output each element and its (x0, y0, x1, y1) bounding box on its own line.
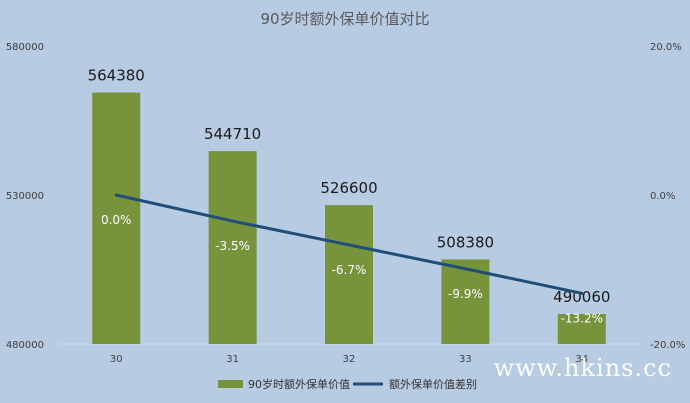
right-axis-tick-label: 20.0% (650, 42, 682, 53)
x-axis: 30 31 32 33 34 (110, 354, 588, 365)
chart-title: 90岁时额外保单价值对比 (260, 10, 429, 28)
x-axis-tick-label: 31 (226, 354, 239, 365)
line-data-label: -6.7% (332, 263, 367, 277)
bar (92, 92, 141, 344)
bar (208, 151, 257, 344)
line-data-label: -3.5% (215, 239, 250, 253)
x-axis-tick-label: 33 (459, 354, 472, 365)
x-axis-tick-label: 34 (575, 354, 588, 365)
x-axis-tick-label: 32 (343, 354, 356, 365)
line-data-label: -9.9% (448, 287, 483, 301)
left-axis: 480000 530000 580000 (6, 42, 44, 351)
line-point (231, 219, 235, 223)
bar-data-label: 508380 (437, 233, 494, 251)
line-series: 0.0% -3.5% -6.7% -9.9% -13.2% (101, 193, 603, 325)
watermark: www.hkins.cc (494, 354, 672, 382)
left-axis-tick-label: 530000 (6, 191, 44, 202)
line-data-label: 0.0% (101, 213, 132, 227)
bar (325, 205, 373, 344)
bar (557, 314, 606, 344)
legend-label: 90岁时额外保单价值 (248, 377, 350, 391)
right-axis-tick-label: -20.0% (650, 340, 685, 351)
bar-data-label: 490060 (553, 288, 610, 306)
line-point (580, 291, 584, 295)
right-axis-tick-label: 0.0% (650, 191, 675, 202)
legend: 90岁时额外保单价值 额外保单价值差别 (218, 377, 477, 391)
line-point (463, 267, 467, 271)
x-axis-tick-label: 30 (110, 354, 123, 365)
legend-swatch-bar (218, 380, 243, 388)
left-axis-tick-label: 480000 (6, 340, 44, 351)
left-axis-tick-label: 580000 (6, 42, 44, 53)
right-axis: -20.0% 0.0% 20.0% (650, 42, 685, 351)
bar-data-label: 544710 (204, 125, 261, 143)
line-point (114, 193, 118, 197)
bar-data-label: 526600 (320, 179, 377, 197)
legend-label: 额外保单价值差别 (389, 377, 477, 391)
line-data-label: -13.2% (561, 311, 603, 325)
bar-series: 564380 544710 526600 508380 490060 (88, 67, 610, 344)
line-point (347, 243, 351, 247)
bar-data-label: 564380 (88, 67, 145, 85)
